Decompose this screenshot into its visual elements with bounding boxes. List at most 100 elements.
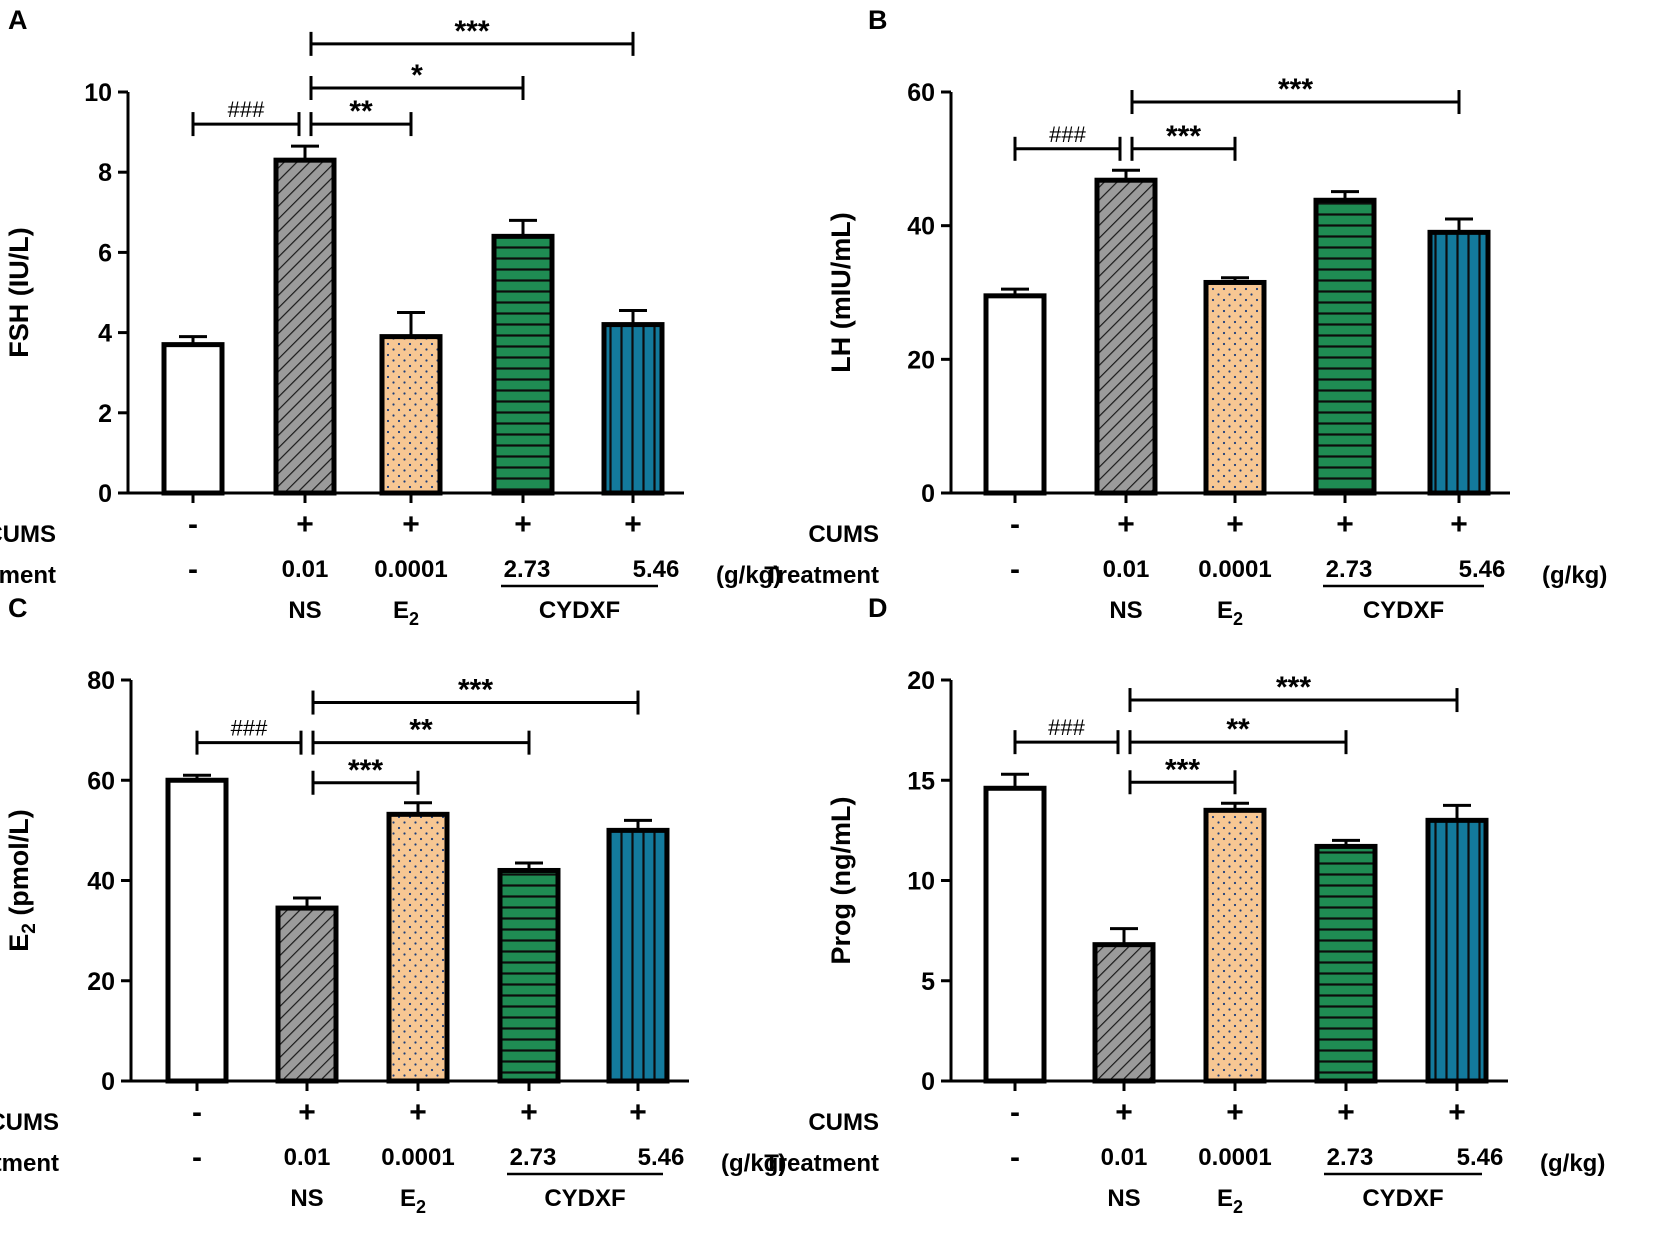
e2-main: E: [1217, 1185, 1233, 1212]
bar-cydxf-low: [497, 867, 561, 1084]
treatment-dose: 5.46: [633, 556, 680, 583]
bar-cydxf-low: [491, 233, 555, 496]
y-tick-label: 20: [907, 346, 935, 374]
y-label-rest: (pmol/L): [4, 809, 34, 923]
unit-label: (g/kg): [721, 1150, 786, 1177]
sig-label: ###: [1048, 715, 1085, 740]
treatment-dose: -: [1010, 1141, 1020, 1174]
cums-sign: +: [1448, 1096, 1466, 1129]
treatment-label: Treatment: [764, 562, 879, 589]
y-axis-label: FSH (IU/L): [4, 227, 34, 357]
y-tick-label: 20: [87, 968, 115, 996]
panel-letter: C: [8, 593, 28, 623]
bar-control: [161, 342, 225, 496]
treatment-label: Treatment: [764, 1150, 879, 1177]
unit-label: (g/kg): [1542, 562, 1607, 589]
bar-control: [983, 293, 1047, 496]
y-tick-label: 4: [98, 320, 112, 348]
cums-sign: +: [402, 508, 420, 541]
sig-label: **: [1226, 713, 1250, 746]
e2-sub: 2: [1233, 1197, 1243, 1217]
y-tick-label: 2: [98, 400, 112, 428]
sig-label: ###: [1049, 122, 1086, 147]
cums-sign: +: [298, 1096, 316, 1129]
treatment-dose: 0.01: [282, 556, 329, 583]
sig-label: **: [349, 95, 373, 128]
y-axis-label: LH (mIU/mL): [826, 212, 856, 372]
y-axis-label: Prog (ng/mL): [826, 797, 856, 965]
y-tick-label: 20: [907, 667, 935, 695]
cydxf-label: CYDXF: [1363, 597, 1444, 624]
y-tick-label: 60: [907, 79, 935, 107]
bar-cydxf-high: [1427, 229, 1491, 496]
sig-label: *: [411, 59, 423, 92]
panel-letter: D: [868, 593, 888, 623]
cums-sign: +: [1337, 1096, 1355, 1129]
cums-sign: +: [1117, 508, 1135, 541]
sig-label: ***: [458, 674, 493, 707]
panel-letter: B: [868, 5, 888, 35]
treatment-dose: 2.73: [504, 556, 551, 583]
bar-cydxf-high: [601, 322, 665, 496]
ns-label: NS: [288, 597, 321, 624]
bar-control: [983, 785, 1047, 1084]
e2-group-label: E2: [393, 597, 419, 629]
y-tick-label: 6: [98, 239, 112, 267]
cums-sign: -: [188, 508, 198, 541]
bar-cydxf-low: [1314, 843, 1378, 1084]
treatment-dose: 2.73: [1326, 556, 1373, 583]
treatment-dose: 2.73: [1327, 1144, 1374, 1171]
y-tick-label: 5: [921, 968, 935, 996]
y-tick-label: 80: [87, 667, 115, 695]
cums-sign: +: [624, 508, 642, 541]
bar-cydxf-high: [606, 827, 670, 1084]
y-tick-label: 40: [907, 213, 935, 241]
y-tick-label: 60: [87, 767, 115, 795]
y-axis-label: E2 (pmol/L): [4, 809, 40, 952]
cums-sign: +: [514, 508, 532, 541]
sig-label: ***: [1166, 120, 1201, 153]
treatment-dose: -: [192, 1141, 202, 1174]
cums-sign: +: [1336, 508, 1354, 541]
e2-group-label: E2: [1217, 1185, 1243, 1217]
e2-sub: 2: [416, 1197, 426, 1217]
cums-sign: +: [520, 1096, 538, 1129]
cums-sign: +: [296, 508, 314, 541]
treatment-dose: -: [188, 553, 198, 586]
y-tick-label: 0: [921, 480, 935, 508]
ns-label: NS: [1107, 1185, 1140, 1212]
y-tick-label: 0: [98, 480, 112, 508]
y-tick-label: 0: [101, 1068, 115, 1096]
sig-label: ###: [228, 97, 265, 122]
y-tick-label: 0: [921, 1068, 935, 1096]
bar-e2: [1203, 807, 1267, 1084]
y-tick-label: 8: [98, 159, 112, 187]
ns-label: NS: [1109, 597, 1142, 624]
panel-letter: A: [8, 5, 28, 35]
cums-sign: -: [192, 1096, 202, 1129]
treatment-dose: 0.0001: [1198, 556, 1271, 583]
bar-e2: [379, 334, 443, 496]
e2-sub: 2: [1233, 609, 1243, 629]
cums-sign: -: [1010, 508, 1020, 541]
treatment-dose: 0.0001: [1198, 1144, 1271, 1171]
treatment-label: Treatment: [0, 562, 56, 589]
e2-main: E: [1217, 597, 1233, 624]
cydxf-label: CYDXF: [1362, 1185, 1443, 1212]
unit-label: (g/kg): [1540, 1150, 1605, 1177]
cums-label: CUMS: [808, 521, 879, 548]
treatment-dose: 0.01: [284, 1144, 331, 1171]
treatment-dose: 5.46: [1457, 1144, 1504, 1171]
e2-main: E: [393, 597, 409, 624]
sig-label: ###: [231, 716, 268, 741]
sig-label: ***: [454, 15, 489, 48]
treatment-dose: -: [1010, 553, 1020, 586]
y-tick-label: 10: [84, 79, 112, 107]
treatment-dose: 5.46: [638, 1144, 685, 1171]
sig-label: ***: [348, 754, 383, 787]
bar-cydxf-high: [1425, 817, 1489, 1084]
cums-label: CUMS: [0, 1109, 59, 1136]
treatment-dose: 0.01: [1101, 1144, 1148, 1171]
